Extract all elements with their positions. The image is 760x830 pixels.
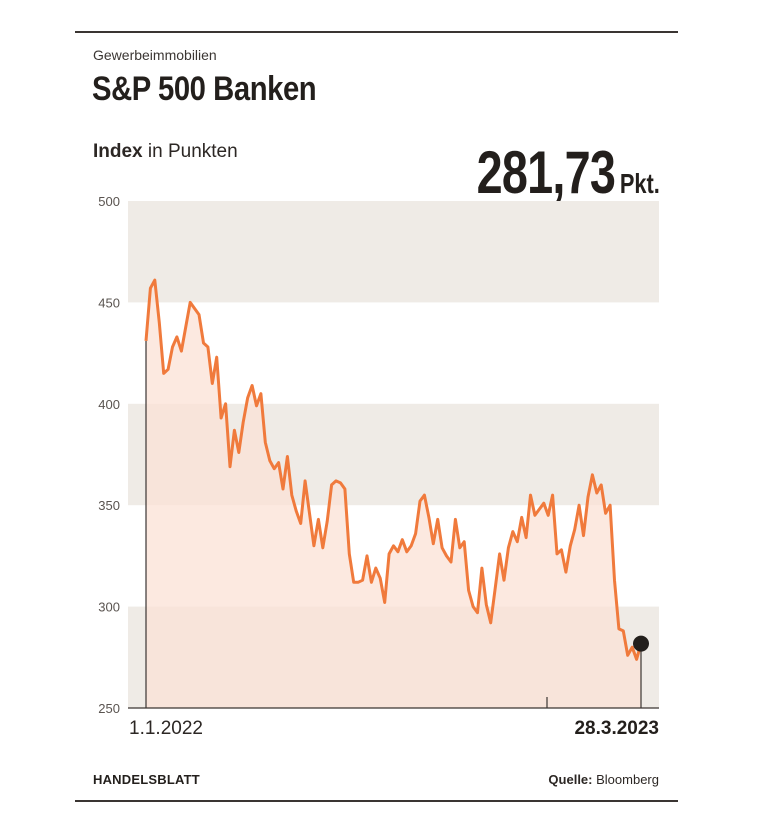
y-tick-label: 300	[98, 600, 120, 615]
source-note: Quelle: Bloomberg	[548, 772, 659, 787]
chart-subtitle: Index in Punkten	[93, 141, 238, 163]
y-axis-labels: 250 300 350 400 450 500	[98, 194, 120, 716]
subtitle-bold: Index	[93, 141, 143, 162]
grid-band	[128, 201, 659, 303]
page-title: S&P 500 Banken	[92, 70, 317, 108]
current-value-unit: Pkt.	[619, 168, 660, 199]
series-area	[146, 280, 641, 708]
series-line	[144, 278, 643, 661]
bottom-rule	[75, 800, 678, 802]
y-tick-label: 450	[98, 295, 120, 310]
subtitle-rest: in Punkten	[147, 141, 238, 162]
source-value: Bloomberg	[596, 772, 659, 787]
x-start-label: 1.1.2022	[129, 718, 203, 739]
current-value-number: 281,73	[476, 139, 616, 206]
current-value: 281,73 Pkt.	[477, 138, 660, 207]
y-tick-label: 350	[98, 498, 120, 513]
source-label: Quelle:	[548, 772, 593, 787]
x-end-label: 28.3.2023	[574, 718, 659, 739]
y-tick-label: 500	[98, 194, 120, 209]
y-tick-label: 400	[98, 397, 120, 412]
publisher-label: HANDELSBLATT	[93, 772, 200, 787]
y-tick-label: 250	[98, 701, 120, 716]
kicker: Gewerbeimmobilien	[93, 47, 217, 63]
last-value-dot	[633, 635, 649, 652]
top-rule	[75, 31, 678, 33]
